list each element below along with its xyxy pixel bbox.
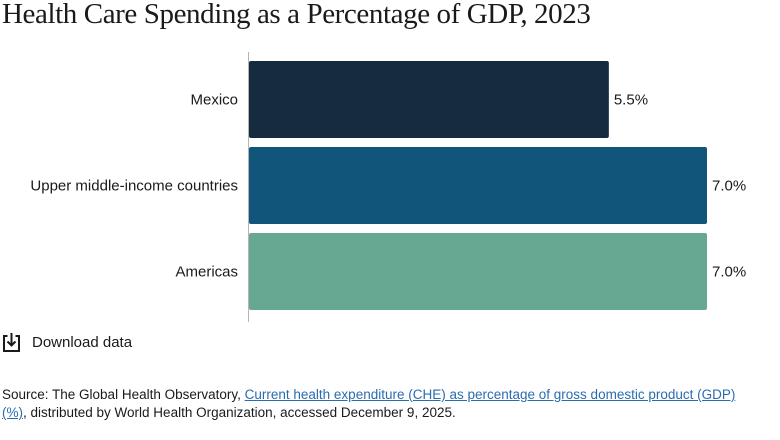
bars-group: Mexico 5.5% Upper middle-income countries 7…: [30, 61, 746, 310]
category-label-upper-middle-income-countries: Upper middle-income countries: [30, 178, 238, 195]
source-note: Source: The Global Health Observatory, C…: [2, 386, 762, 422]
chart-title: Health Care Spending as a Percentage of …: [2, 0, 591, 30]
download-icon: [2, 332, 21, 353]
value-label-upper-middle-income-countries: 7.0%: [712, 178, 746, 195]
bar-mexico: [249, 61, 609, 138]
source-suffix: , distributed by World Health Organizati…: [23, 405, 456, 420]
value-label-mexico: 5.5%: [614, 92, 648, 109]
download-data-button[interactable]: Download data: [2, 331, 132, 353]
source-link[interactable]: Current health expenditure (CHE) as perc…: [2, 387, 736, 420]
bar-chart: Mexico 5.5% Upper middle-income countries 7…: [30, 52, 746, 322]
bar-americas: [249, 233, 707, 310]
value-label-americas: 7.0%: [712, 264, 746, 281]
source-prefix: Source: The Global Health Observatory,: [2, 387, 245, 402]
category-label-americas: Americas: [175, 264, 238, 281]
category-label-mexico: Mexico: [190, 92, 238, 109]
download-data-label: Download data: [32, 333, 133, 351]
bar-upper-middle-income-countries: [249, 147, 707, 224]
